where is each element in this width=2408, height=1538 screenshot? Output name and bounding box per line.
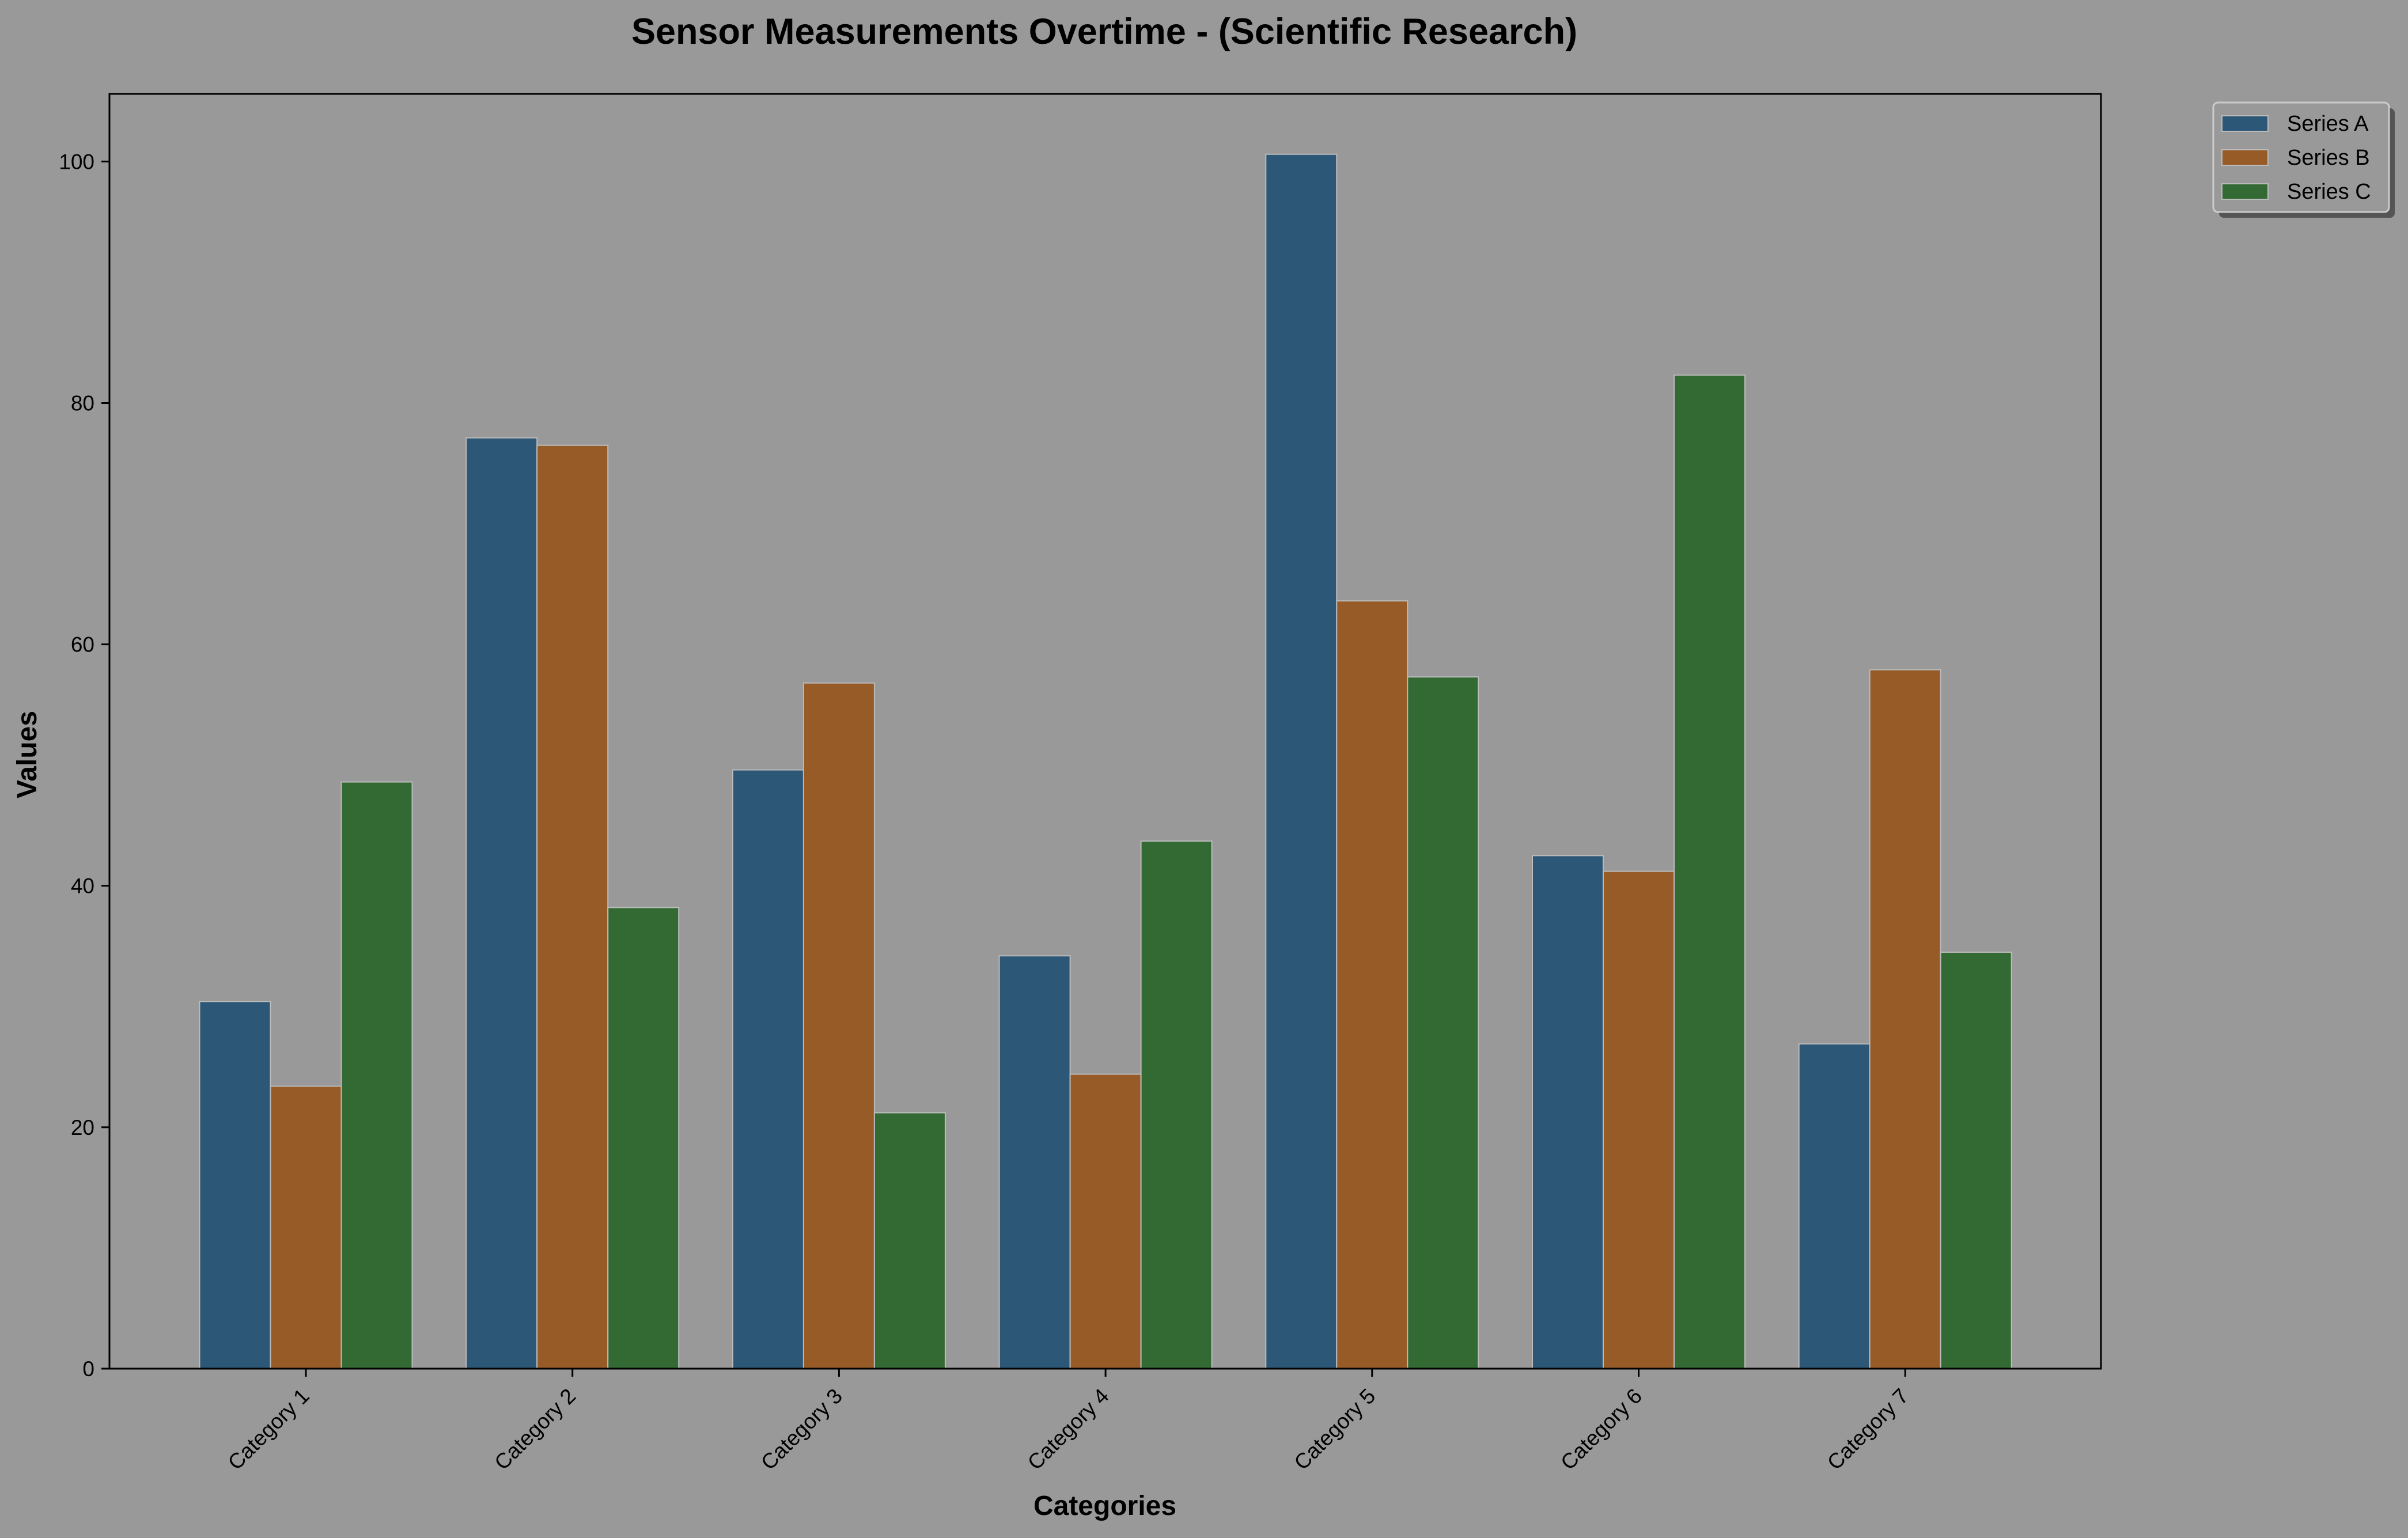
bar-series-c-category-1 <box>340 781 413 1370</box>
y-tick-label: 20 <box>71 1116 94 1139</box>
plot-area <box>199 153 2012 1370</box>
bar-series-c-category-3 <box>873 1112 946 1370</box>
y-tick-label: 60 <box>71 633 94 657</box>
x-tick-label: Category 3 <box>756 1384 847 1475</box>
bar-series-c-category-6 <box>1674 374 1746 1369</box>
bar-series-c-category-7 <box>1940 952 2012 1369</box>
x-axis-title: Categories <box>1033 1491 1176 1521</box>
legend-swatch <box>2221 183 2269 200</box>
x-tick-label: Category 4 <box>1023 1384 1114 1475</box>
bar-series-a-category-4 <box>998 955 1071 1369</box>
y-tick-label: 40 <box>71 874 94 898</box>
x-tick-label: Category 7 <box>1823 1384 1913 1475</box>
bar-series-c-category-4 <box>1140 840 1213 1369</box>
bar-series-c-category-2 <box>607 907 680 1369</box>
bar-series-b-category-2 <box>536 444 609 1369</box>
x-tick-label: Category 6 <box>1556 1384 1646 1475</box>
bar-series-b-category-6 <box>1603 870 1675 1369</box>
legend: Series A Series B Series C <box>2212 101 2395 218</box>
bar-series-a-category-7 <box>1798 1043 1871 1369</box>
bar-series-c-category-5 <box>1407 676 1479 1369</box>
y-tick-label: 0 <box>82 1357 94 1381</box>
bar-series-a-category-2 <box>465 437 538 1369</box>
y-axis-title: Values <box>12 711 43 798</box>
x-tick-label: Category 1 <box>224 1384 314 1475</box>
y-tick-label: 100 <box>59 150 94 173</box>
legend-label: Series A <box>2287 112 2369 136</box>
legend-swatch <box>2221 115 2269 132</box>
bar-series-b-category-4 <box>1069 1073 1142 1369</box>
bar-series-b-category-1 <box>270 1085 342 1369</box>
bar-series-b-category-3 <box>802 682 875 1369</box>
bar-series-b-category-7 <box>1869 669 1941 1369</box>
bar-series-b-category-5 <box>1336 600 1409 1369</box>
bar-series-a-category-6 <box>1532 855 1604 1369</box>
x-tick-label: Category 5 <box>1289 1384 1380 1475</box>
bar-series-a-category-5 <box>1265 153 1338 1369</box>
x-axis: Category 1 Category 2 Category 3 Category 4… <box>224 1369 1913 1475</box>
chart-title: Sensor Measurements Overtime - (Scientif… <box>631 12 1577 52</box>
y-tick-label: 80 <box>71 391 94 415</box>
legend-label: Series B <box>2287 146 2370 170</box>
bar-series-a-category-1 <box>199 1001 271 1369</box>
legend-label: Series C <box>2287 180 2371 204</box>
y-axis: 0 20 40 60 80 100 <box>59 150 109 1381</box>
legend-swatch <box>2221 149 2269 166</box>
bar-series-a-category-3 <box>732 769 804 1369</box>
x-tick-label: Category 2 <box>490 1384 580 1475</box>
